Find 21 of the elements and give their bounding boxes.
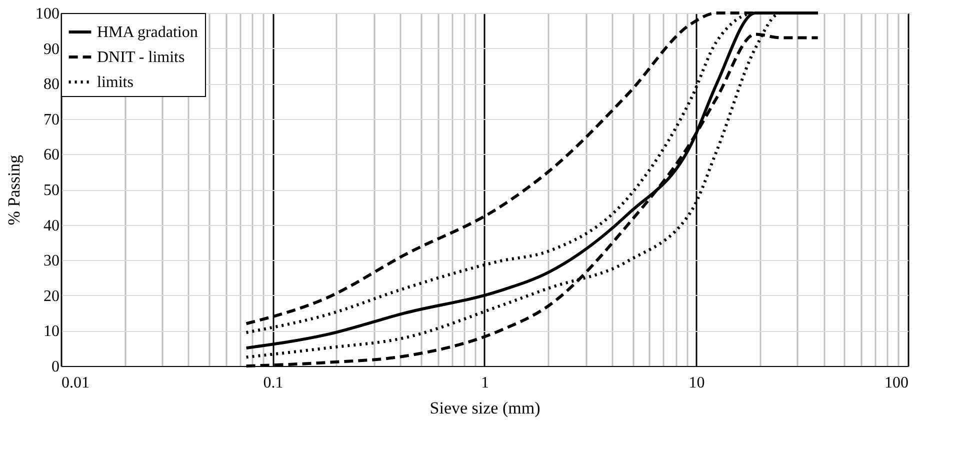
- x-tick-label: 0.1: [263, 374, 284, 392]
- x-tick-label: 0.01: [62, 374, 90, 392]
- legend-label: DNIT - limits: [97, 49, 185, 66]
- y-tick-label: 0: [52, 358, 60, 376]
- y-tick-label: 80: [44, 76, 60, 94]
- y-tick-label: 50: [44, 182, 60, 199]
- y-tick-label: 30: [44, 252, 60, 270]
- legend-label: limits: [97, 74, 134, 91]
- y-tick-label: 70: [44, 111, 60, 128]
- y-tick-label: 20: [44, 288, 60, 305]
- y-tick-label: 60: [44, 146, 60, 164]
- y-axis-title: % Passing: [4, 154, 24, 226]
- y-tick-label: 90: [44, 40, 60, 58]
- y-tick-label: 100: [36, 6, 60, 22]
- x-tick-label: 10: [688, 374, 705, 392]
- y-tick-label: 10: [44, 323, 60, 340]
- y-tick-label: 40: [44, 217, 60, 234]
- x-axis-title: Sieve size (mm): [430, 398, 540, 418]
- legend-label: HMA gradation: [97, 24, 198, 41]
- x-tick-label: 1: [481, 374, 489, 392]
- x-tick-label: 100: [884, 374, 908, 392]
